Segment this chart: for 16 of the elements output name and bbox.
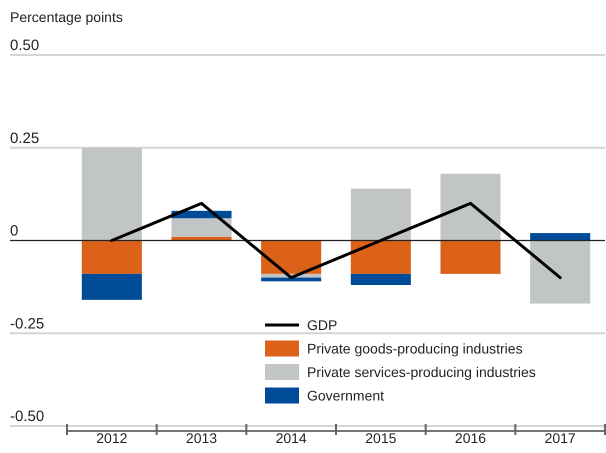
legend-label: Government [307, 388, 384, 404]
y-axis-title: Percentage points [10, 9, 123, 25]
x-tick-label: 2017 [544, 430, 576, 446]
x-tick-label: 2015 [365, 430, 397, 446]
legend-label: GDP [307, 317, 338, 333]
x-tick-label: 2012 [96, 430, 128, 446]
y-tick-label: 0.50 [10, 37, 40, 54]
y-tick-label: -0.50 [10, 408, 44, 425]
legend-label: Private goods-producing industries [307, 340, 523, 356]
y-tick-label: 0 [10, 222, 18, 240]
x-tick-label: 2016 [454, 430, 486, 446]
legend-label: Private services-producing industries [307, 364, 536, 380]
y-tick-label: 0.25 [10, 130, 40, 147]
x-tick-label: 2013 [186, 430, 218, 446]
x-tick-label: 2014 [276, 430, 307, 446]
y-tick-label: -0.25 [10, 315, 44, 332]
